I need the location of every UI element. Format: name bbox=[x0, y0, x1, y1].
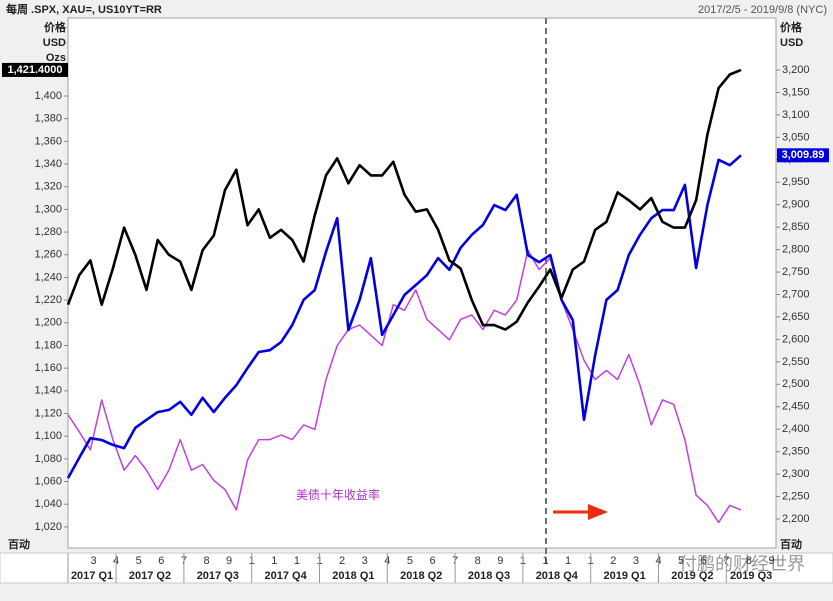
chart-title: 每周 .SPX, XAU=, US10YT=RR bbox=[6, 2, 162, 16]
y2-tick-label: 3,050 bbox=[782, 131, 810, 143]
date-range: 2017/2/5 - 2019/9/8 (NYC) bbox=[698, 4, 827, 16]
y-tick-label: 1,320 bbox=[34, 181, 62, 193]
watermark: 付鹏的财经世界 bbox=[679, 554, 805, 574]
y-axis-label: 价格 bbox=[44, 20, 67, 34]
month-label: 6 bbox=[701, 555, 707, 567]
month-label: 6 bbox=[429, 555, 435, 567]
corner-label: 百动 bbox=[8, 537, 30, 551]
y-tick-label: 1,120 bbox=[34, 407, 62, 419]
quarter-label: 2018 Q4 bbox=[536, 570, 579, 582]
y-tick-label: 1,180 bbox=[34, 339, 62, 351]
y2-tick-label: 2,200 bbox=[782, 513, 810, 525]
y2-tick-label: 2,700 bbox=[782, 288, 810, 300]
month-label: 9 bbox=[226, 555, 232, 567]
y-tick-label: 1,220 bbox=[34, 294, 62, 306]
month-label: 5 bbox=[136, 555, 142, 567]
corner-label: 百动 bbox=[780, 537, 802, 551]
month-label: 2 bbox=[339, 555, 345, 567]
price-tag bbox=[2, 62, 68, 77]
y2-tick-label: 2,750 bbox=[782, 266, 810, 278]
month-label: 9 bbox=[768, 555, 774, 567]
price-tag-label: 1,421.4000 bbox=[7, 64, 62, 76]
y2-tick-label: 2,550 bbox=[782, 356, 810, 368]
quarter-label: 2019 Q3 bbox=[730, 570, 772, 582]
y-tick-label: 1,060 bbox=[34, 475, 62, 487]
quarter-label: 2017 Q4 bbox=[264, 570, 307, 582]
y2-tick-label: 2,500 bbox=[782, 378, 810, 390]
y-tick-label: 1,080 bbox=[34, 453, 62, 465]
y-tick-label: 1,160 bbox=[34, 362, 62, 374]
x-axis-band bbox=[0, 552, 833, 584]
quarter-label: 2017 Q2 bbox=[129, 570, 171, 582]
y2-tick-label: 2,650 bbox=[782, 311, 810, 323]
quarter-label: 2018 Q3 bbox=[468, 570, 510, 582]
y-tick-label: 1,040 bbox=[34, 498, 62, 510]
y2-tick-label: 2,350 bbox=[782, 446, 810, 458]
month-label: 6 bbox=[158, 555, 164, 567]
y-axis-label: USD bbox=[43, 37, 66, 49]
y-tick-label: 1,400 bbox=[34, 90, 62, 102]
month-label: 1 bbox=[542, 555, 548, 567]
y-tick-label: 1,360 bbox=[34, 135, 62, 147]
y2-tick-label: 2,300 bbox=[782, 468, 810, 480]
month-label: 8 bbox=[475, 555, 481, 567]
quarter-label: 2018 Q1 bbox=[332, 570, 374, 582]
series-line bbox=[67, 249, 742, 524]
y-tick-label: 1,260 bbox=[34, 249, 62, 261]
y-tick-label: 1,140 bbox=[34, 385, 62, 397]
y2-tick-label: 3,150 bbox=[782, 86, 810, 98]
y2-tick-label: 2,400 bbox=[782, 423, 810, 435]
y-tick-label: 1,100 bbox=[34, 430, 62, 442]
month-label: 1 bbox=[294, 555, 300, 567]
annotation: 美债十年收益率 bbox=[296, 487, 380, 502]
plot-area bbox=[67, 17, 777, 549]
price-tag-label: 3,009.89 bbox=[782, 149, 825, 161]
series-line bbox=[66, 68, 742, 331]
quarter-label: 2017 Q3 bbox=[197, 570, 239, 582]
month-label: 3 bbox=[362, 555, 368, 567]
series-line bbox=[66, 154, 742, 479]
month-label: 9 bbox=[497, 555, 503, 567]
month-label: 3 bbox=[633, 555, 639, 567]
y-tick-label: 1,020 bbox=[34, 521, 62, 533]
month-label: 3 bbox=[90, 555, 96, 567]
month-label: 8 bbox=[203, 555, 209, 567]
y2-tick-label: 2,800 bbox=[782, 244, 810, 256]
y-tick-label: 1,280 bbox=[34, 226, 62, 238]
y2-axis-label: 价格 bbox=[780, 20, 803, 34]
y2-tick-label: 3,200 bbox=[782, 64, 810, 76]
price-tag bbox=[777, 148, 829, 163]
month-label: 1 bbox=[565, 555, 571, 567]
quarter-label: 2019 Q2 bbox=[671, 570, 713, 582]
y-tick-label: 1,340 bbox=[34, 158, 62, 170]
y2-tick-label: 3,100 bbox=[782, 109, 810, 121]
y2-axis-label: USD bbox=[780, 37, 803, 49]
month-label: 2 bbox=[610, 555, 616, 567]
month-label: 1 bbox=[271, 555, 277, 567]
quarter-label: 2017 Q1 bbox=[71, 570, 113, 582]
y2-tick-label: 2,250 bbox=[782, 490, 810, 502]
y-tick-label: 1,240 bbox=[34, 271, 62, 283]
month-label: 8 bbox=[746, 555, 752, 567]
arrow bbox=[553, 504, 608, 520]
month-label: 5 bbox=[407, 555, 413, 567]
y2-tick-label: 2,450 bbox=[782, 401, 810, 413]
y-tick-label: 1,300 bbox=[34, 203, 62, 215]
y2-tick-label: 2,900 bbox=[782, 199, 810, 211]
quarter-label: 2018 Q2 bbox=[400, 570, 442, 582]
y2-tick-label: 2,950 bbox=[782, 176, 810, 188]
y-tick-label: 1,380 bbox=[34, 113, 62, 125]
y2-tick-label: 2,850 bbox=[782, 221, 810, 233]
y2-tick-label: 2,600 bbox=[782, 333, 810, 345]
y-axis-label: Ozs bbox=[46, 52, 66, 64]
quarter-label: 2019 Q1 bbox=[603, 570, 645, 582]
y-tick-label: 1,200 bbox=[34, 317, 62, 329]
month-label: 5 bbox=[678, 555, 684, 567]
